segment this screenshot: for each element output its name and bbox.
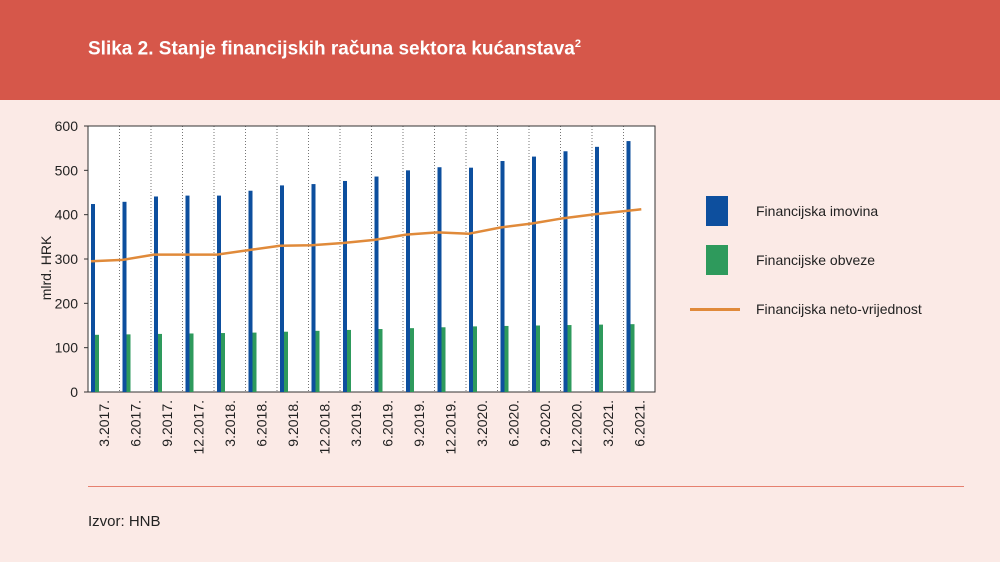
x-tick-label: 9.2020.: [537, 400, 553, 447]
x-tick-label: 12.2018.: [316, 400, 332, 455]
header-banner: Slika 2. Stanje financijskih računa sekt…: [0, 0, 1000, 100]
bar-liabilities: [473, 326, 477, 392]
bar-liabilities: [567, 325, 572, 392]
legend-label-net-worth: Financijska neto-vrijednost: [756, 301, 922, 317]
x-tick-label: 3.2019.: [348, 400, 364, 447]
bar-liabilities: [126, 334, 131, 392]
x-tick-label: 12.2019.: [442, 400, 458, 455]
bar-liabilities: [158, 333, 162, 392]
y-tick-label: 600: [55, 118, 79, 134]
x-tick-label: 3.2020.: [474, 400, 490, 447]
y-tick-label: 100: [55, 340, 79, 356]
bar-assets: [532, 156, 536, 392]
bar-liabilities: [536, 325, 540, 392]
bar-assets: [91, 204, 95, 392]
legend-item-net-worth: Financijska neto-vrijednost: [690, 294, 990, 324]
x-tick-label: 6.2020.: [505, 400, 521, 447]
bar-liabilities: [410, 328, 414, 392]
bar-liabilities: [221, 333, 225, 392]
source-note: Izvor: HNB: [88, 513, 161, 530]
x-tick-label: 12.2020.: [568, 400, 584, 455]
legend-swatch-liabilities: [706, 245, 728, 275]
bar-assets: [374, 176, 379, 392]
bar-assets: [500, 161, 505, 392]
bar-assets: [595, 146, 599, 392]
y-tick-label: 500: [55, 162, 79, 178]
bar-liabilities: [315, 330, 320, 392]
bar-liabilities: [284, 331, 288, 392]
legend-line-net-worth: [690, 308, 740, 311]
legend-item-liabilities: Financijske obveze: [690, 245, 990, 275]
x-tick-label: 6.2021.: [631, 400, 647, 447]
bar-liabilities: [378, 329, 383, 392]
x-tick-label: 6.2017.: [127, 400, 143, 447]
y-tick-label: 300: [55, 251, 79, 267]
x-tick-label: 3.2018.: [222, 400, 238, 447]
x-tick-label: 3.2021.: [600, 400, 616, 447]
bar-assets: [406, 170, 410, 392]
bar-liabilities: [347, 329, 351, 392]
bar-assets: [280, 185, 284, 392]
bar-liabilities: [441, 327, 446, 392]
x-tick-label: 9.2018.: [285, 400, 301, 447]
bar-assets: [626, 141, 631, 392]
chart-title: Slika 2. Stanje financijskih računa sekt…: [88, 38, 581, 60]
y-tick-label: 400: [55, 207, 79, 223]
legend-label-liabilities: Financijske obveze: [756, 252, 876, 268]
bar-assets: [343, 180, 347, 392]
title-footnote: 2: [574, 38, 581, 50]
bar-liabilities: [95, 334, 99, 392]
bar-assets: [437, 167, 442, 392]
bar-liabilities: [599, 324, 603, 392]
line-net-worth: [90, 208, 642, 263]
bar-assets: [217, 195, 221, 392]
bar-liabilities: [504, 325, 509, 392]
bar-assets: [311, 184, 316, 392]
bar-liabilities: [252, 332, 257, 392]
bar-assets: [122, 201, 127, 392]
bar-assets: [154, 196, 158, 392]
x-tick-label: 9.2017.: [159, 400, 175, 447]
bar-assets: [563, 151, 568, 392]
bar-assets: [469, 167, 473, 392]
x-tick-label: 6.2019.: [379, 400, 395, 447]
legend-item-assets: Financijska imovina: [690, 196, 990, 226]
bar-assets: [185, 195, 190, 392]
footer-divider: [88, 486, 964, 487]
legend-label-assets: Financijska imovina: [756, 203, 879, 219]
bar-liabilities: [630, 324, 635, 392]
bar-liabilities: [189, 333, 194, 392]
x-tick-label: 12.2017.: [190, 400, 206, 455]
legend-swatch-assets: [706, 196, 728, 226]
y-axis-label: mlrd. HRK: [38, 235, 54, 301]
bar-assets: [248, 190, 253, 392]
y-tick-label: 0: [70, 384, 78, 400]
x-tick-label: 9.2019.: [411, 400, 427, 447]
x-tick-label: 6.2018.: [253, 400, 269, 447]
x-tick-label: 3.2017.: [96, 400, 112, 447]
y-tick-label: 200: [55, 295, 79, 311]
